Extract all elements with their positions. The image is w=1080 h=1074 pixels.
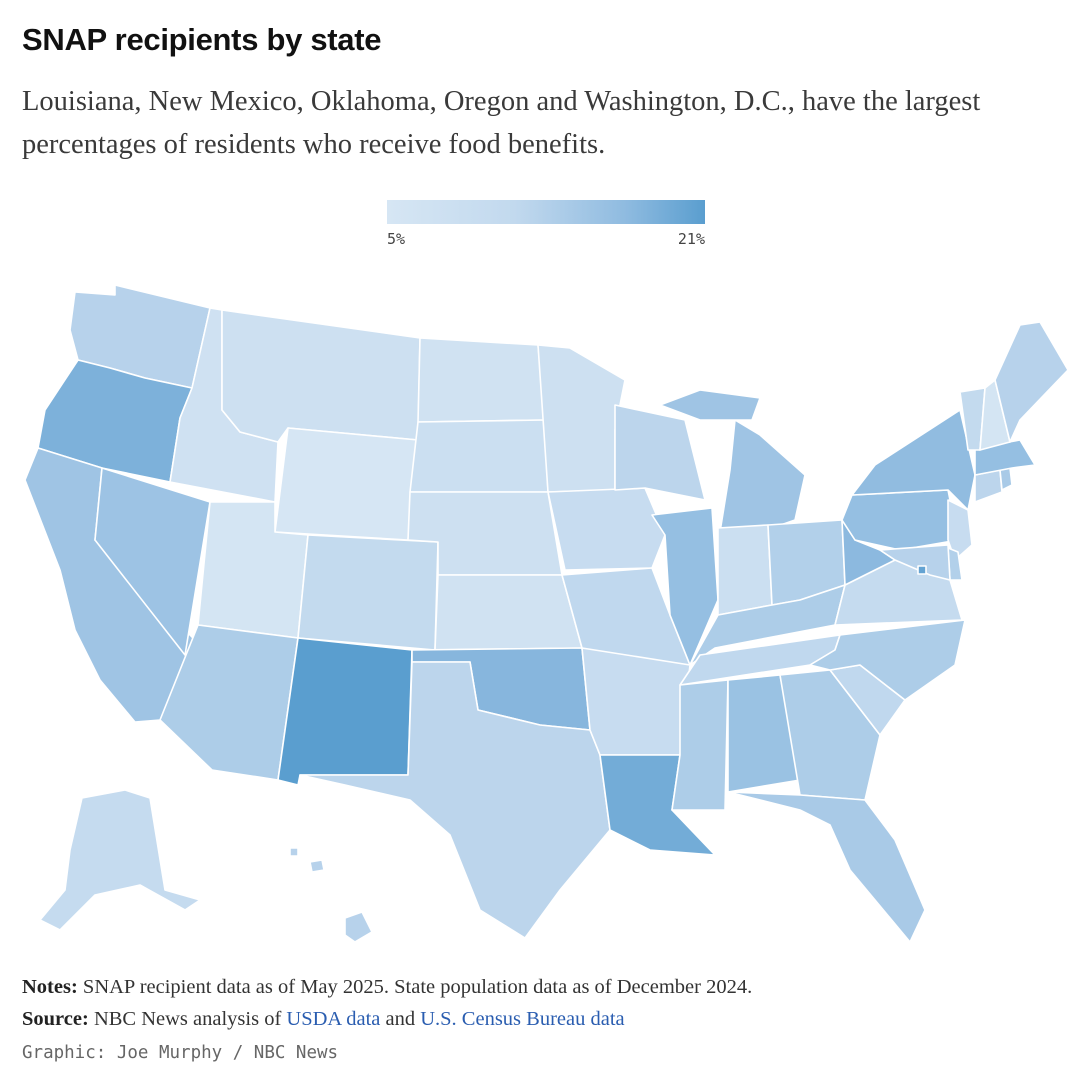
state-NC [809,619,966,701]
state-SD [409,419,549,493]
state-AR [581,647,691,756]
state-MT [221,309,421,443]
state-NJ [947,499,973,561]
state-MI-UP [659,389,761,421]
state-HI-1 [289,847,299,857]
graphic-credit: Graphic: Joe Murphy / NBC News [22,1043,339,1063]
state-HI-2 [309,859,325,873]
state-MA [974,439,1036,476]
us-choropleth-map [24,284,1069,943]
state-RI [999,467,1013,491]
source-line: Source: NBC News analysis of USDA data a… [22,1008,625,1031]
notes-text: SNAP recipient data as of May 2025. Stat… [77,976,753,998]
state-CO [297,534,439,651]
legend-min-label: 5% [387,230,406,248]
state-PA [841,489,959,551]
source-and: and [380,1008,421,1030]
state-WY [274,427,419,541]
state-AK [39,789,201,931]
state-DC [917,565,927,575]
state-TX [299,661,611,939]
notes-line: Notes: SNAP recipient data as of May 202… [22,976,752,999]
state-MD [879,544,951,581]
state-MN [537,344,626,493]
state-IA [547,487,666,571]
state-ND [417,337,546,423]
state-NM [277,637,413,786]
state-IN [717,524,773,616]
legend-max-label: 21% [677,230,705,248]
state-HI-3 [344,911,373,943]
chart-subtitle: Louisiana, New Mexico, Oklahoma, Oregon … [22,86,981,160]
state-MS [671,679,729,811]
census-data-link[interactable]: U.S. Census Bureau data [420,1008,625,1030]
chart-title: SNAP recipients by state [22,22,382,57]
state-KS [434,574,583,651]
notes-label: Notes: [22,976,78,998]
color-legend: 5% 21% [387,200,705,250]
state-FL [727,791,926,943]
state-NV [94,467,211,656]
state-ME [994,321,1069,443]
state-MI [719,419,806,533]
state-WI [614,404,706,501]
state-KY [689,584,846,666]
source-label: Source: [22,1008,89,1030]
state-AZ [159,624,299,781]
source-prefix: NBC News analysis of [88,1008,287,1030]
legend-gradient-bar [387,200,705,224]
usda-data-link[interactable]: USDA data [286,1008,381,1030]
